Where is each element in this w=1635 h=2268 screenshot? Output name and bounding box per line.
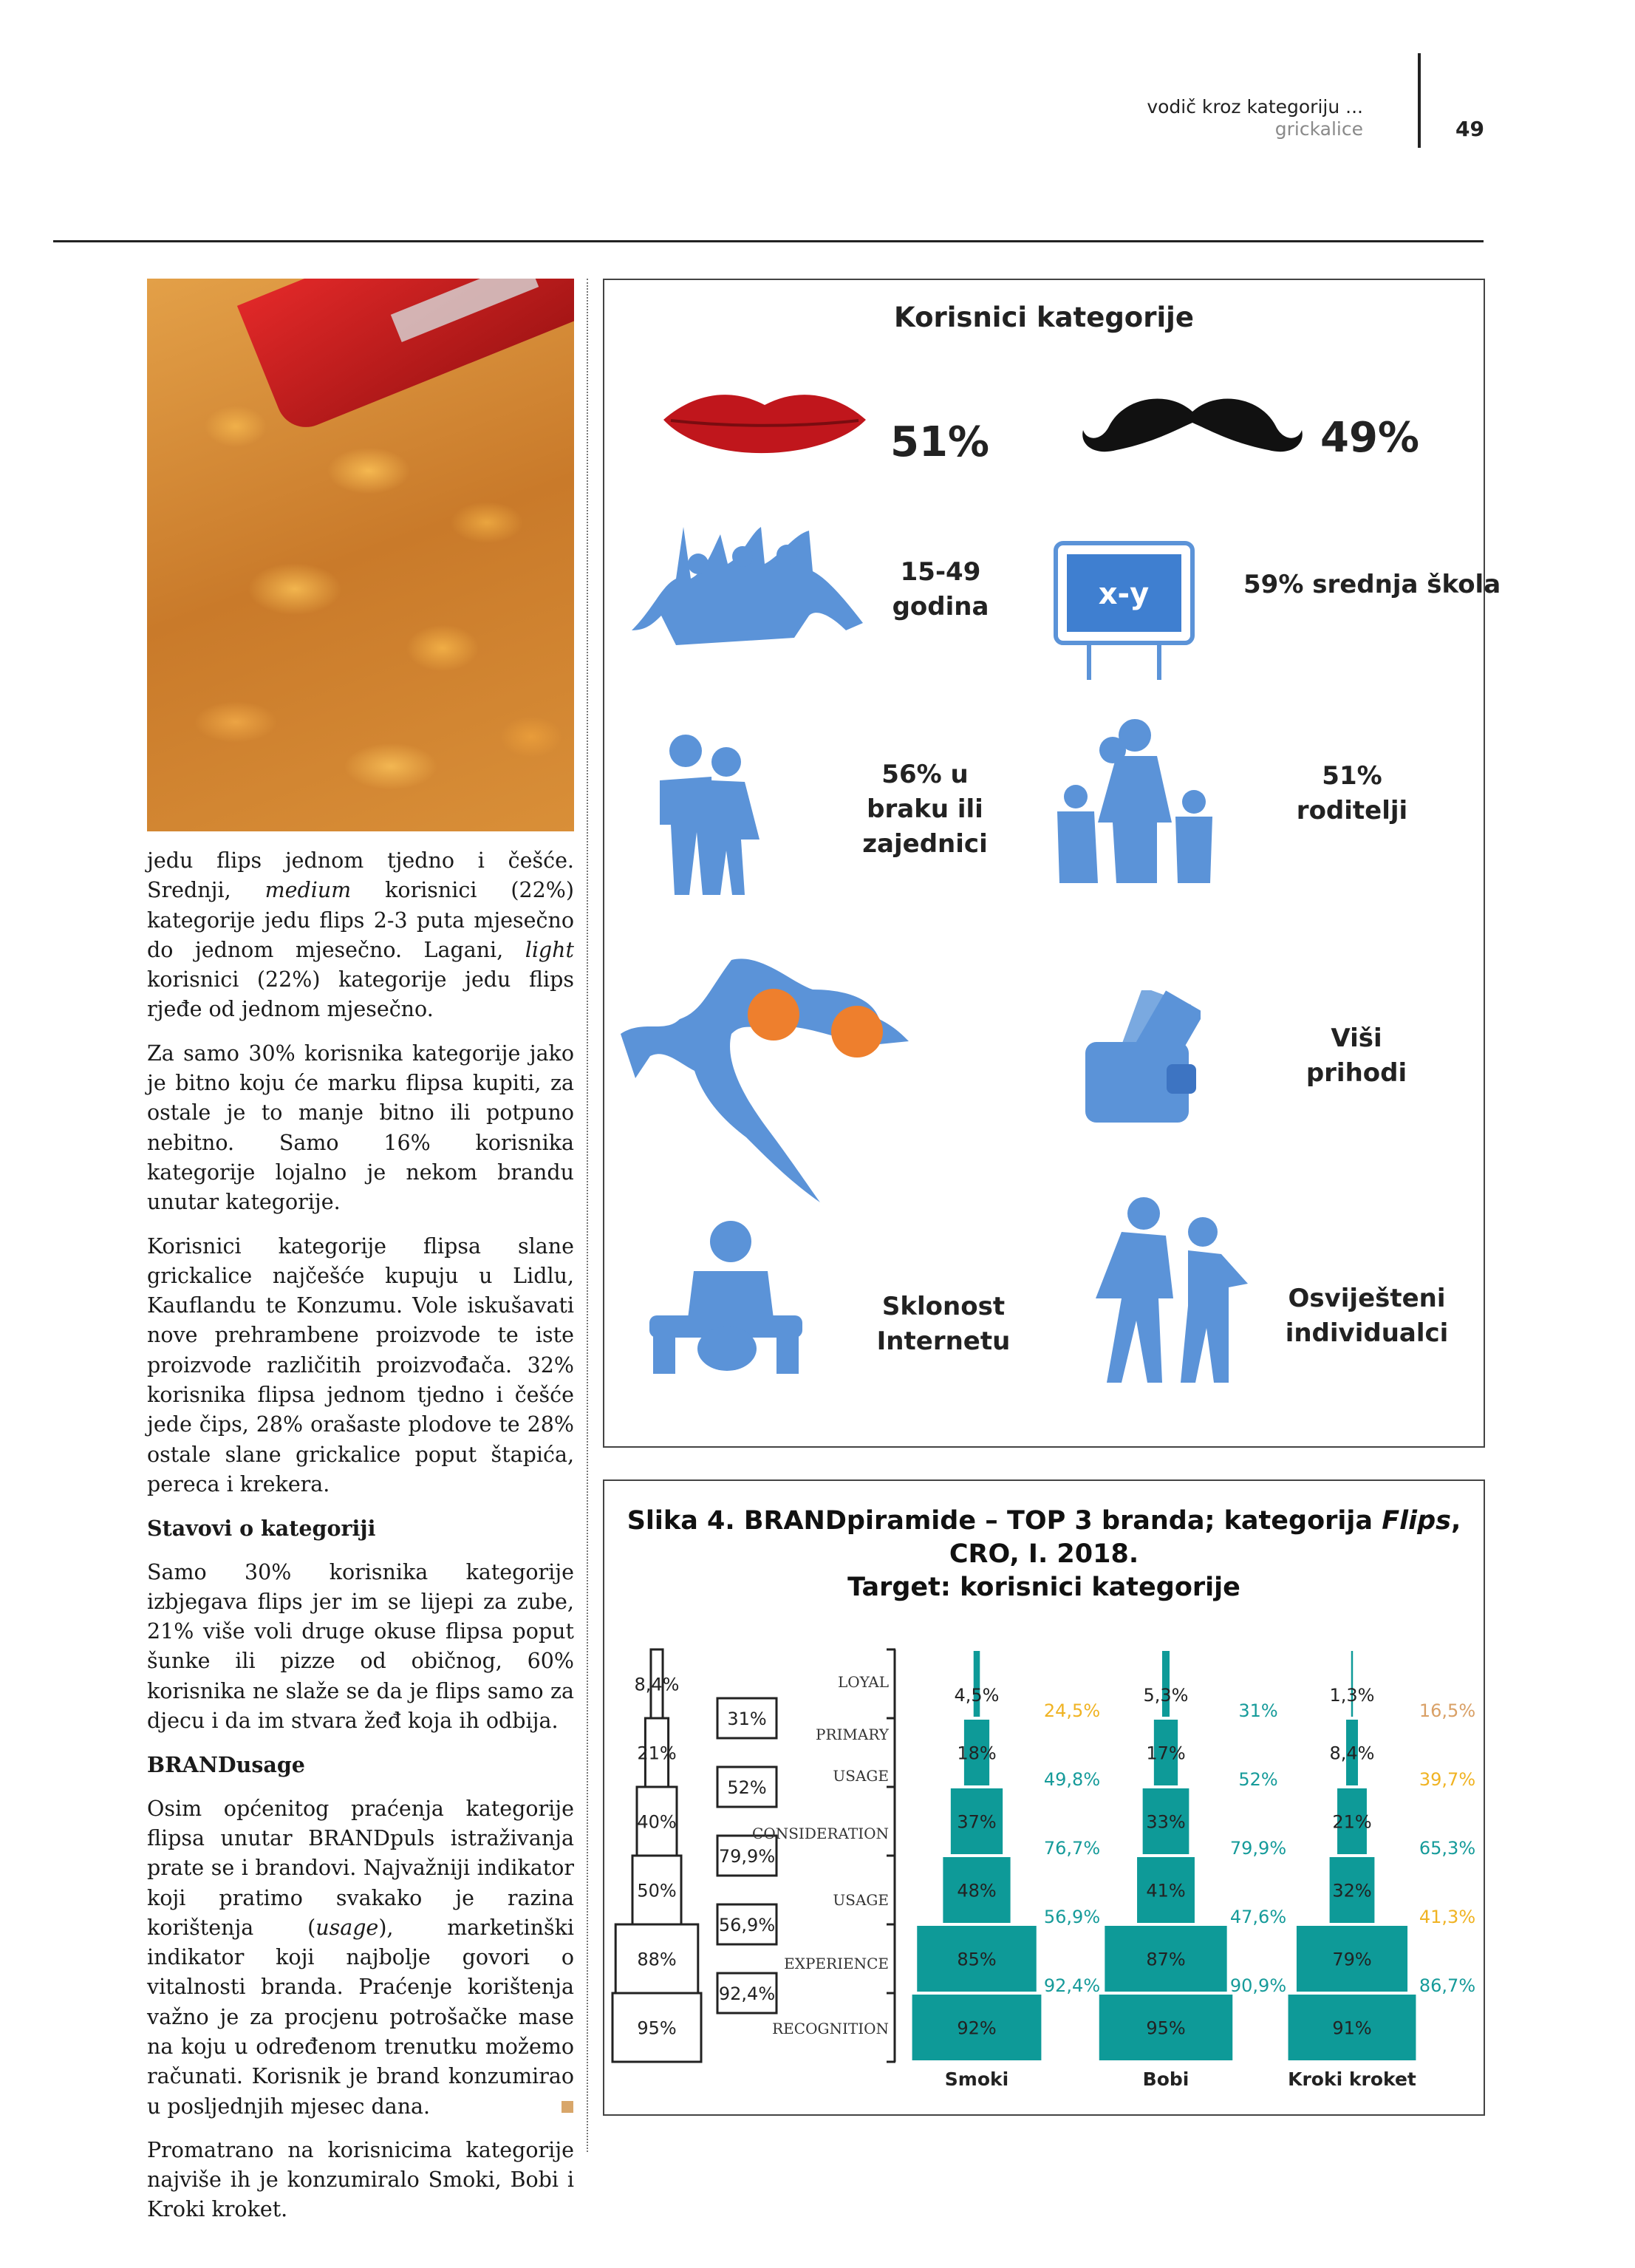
female-share: 51%	[890, 418, 990, 466]
text-italic: medium	[264, 878, 352, 903]
infographic-title: Korisnici kategorije	[894, 302, 1194, 333]
income-label: Viši prihodi	[1283, 1021, 1430, 1091]
page-number: 49	[1455, 117, 1484, 141]
text-italic: Flips	[1382, 1506, 1451, 1536]
section-heading: Stavovi o kategoriji	[147, 1516, 376, 1542]
mustache-icon	[1082, 398, 1303, 452]
chart-subtitle: Target: korisnici kategorije	[847, 1573, 1240, 1602]
text: 56% u	[881, 760, 969, 789]
couple-icon	[660, 735, 760, 895]
infographic-panel	[603, 279, 1485, 1448]
running-header-section: vodič kroz kategoriju ...	[1147, 96, 1363, 118]
family-icon	[1057, 719, 1212, 883]
male-share: 49%	[1320, 414, 1420, 462]
text-italic: usage	[315, 1915, 379, 1940]
crowd-icon	[632, 527, 863, 645]
text: 51%	[1322, 761, 1382, 791]
text: jedu flips jednom tjedno i češće. Srednj…	[147, 848, 574, 903]
text: godina	[892, 592, 989, 622]
text: korisnici (22%) kategorije jedu flips rj…	[147, 967, 574, 1022]
header-rule	[53, 240, 1484, 242]
paragraph: Osim općenitog praćenja kategorije flips…	[147, 1794, 574, 2122]
text: roditelji	[1296, 796, 1408, 825]
text: individualci	[1285, 1318, 1449, 1348]
text: ), marketinški indikator koji najbolje g…	[147, 1915, 574, 2119]
parents-label: 51% roditelji	[1278, 759, 1426, 828]
running-header-subsection: grickalice	[1274, 118, 1363, 140]
walking-people-icon	[1096, 1197, 1248, 1383]
text: zajednici	[862, 829, 988, 859]
section-heading: BRANDusage	[147, 1752, 305, 1778]
text: prihodi	[1305, 1058, 1407, 1088]
column-divider	[587, 279, 588, 2152]
snack-bag	[236, 279, 574, 436]
text: Viši	[1331, 1024, 1382, 1053]
paragraph: Samo 30% korisnika kategorije izbjegava …	[147, 1559, 574, 1734]
end-marker	[562, 2101, 573, 2113]
paragraph: Korisnici kategorije flipsa slane gricka…	[147, 1233, 574, 1496]
text: 15-49	[900, 557, 981, 587]
flips-photo	[147, 279, 574, 831]
paragraph: jedu flips jednom tjedno i češće. Srednj…	[147, 846, 574, 1025]
text: Osim općenitog praćenja kategorije flips…	[147, 1796, 574, 1940]
education-label: 59% srednja škola	[1243, 570, 1501, 599]
lips-icon	[663, 395, 866, 454]
croatia-map-icon	[621, 958, 909, 1202]
marital-label: 56% u braku ili zajednici	[851, 757, 999, 862]
text: Internetu	[876, 1327, 1011, 1356]
svg-text:x-y: x-y	[1099, 577, 1149, 611]
text: Osviješteni	[1288, 1284, 1446, 1313]
paragraph: Za samo 30% korisnika kategorije jako je…	[147, 1041, 574, 1215]
chart-title: Slika 4. BRANDpiramide – TOP 3 branda; k…	[603, 1505, 1485, 1604]
text: Sklonost	[881, 1292, 1006, 1321]
lifestyle-label: Osviješteni individualci	[1278, 1281, 1455, 1351]
paragraph: Promatrano na korisnicima kategorije naj…	[147, 2137, 574, 2222]
header-divider	[1418, 53, 1421, 148]
laptop-user-icon	[649, 1221, 802, 1374]
internet-label: Sklonost Internetu	[870, 1290, 1017, 1359]
wallet-icon	[1085, 990, 1201, 1123]
school-board-icon: x-y	[1054, 541, 1195, 680]
text: korisnici (22%) kategorije jedu flips 2-…	[147, 878, 574, 962]
text-italic: light	[525, 937, 574, 962]
text: , CRO, I. 2018.	[949, 1506, 1461, 1569]
text: braku ili	[867, 794, 983, 824]
text: Slika 4. BRANDpiramide – TOP 3 branda; k…	[627, 1506, 1382, 1536]
age-label: 15-49 godina	[867, 555, 1014, 624]
article-column: jedu flips jednom tjedno i češće. Srednj…	[147, 846, 574, 2239]
